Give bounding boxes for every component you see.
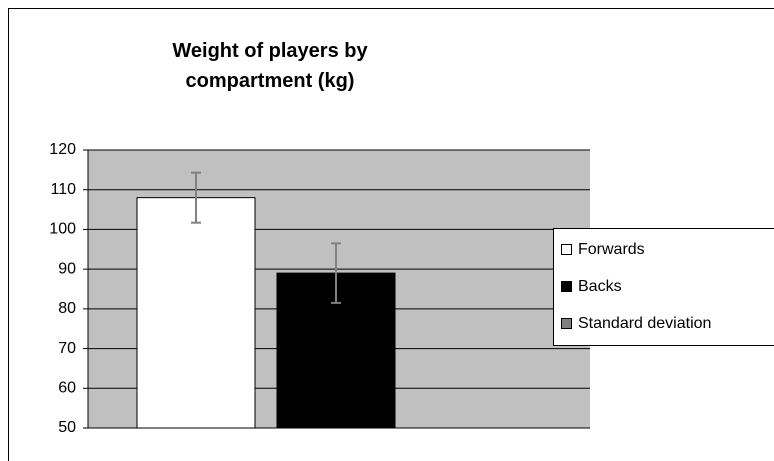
error-bar <box>331 242 341 304</box>
legend-label: Backs <box>578 278 622 295</box>
error-bar <box>191 171 201 224</box>
y-tick-label: 80 <box>58 300 76 317</box>
bar <box>136 197 256 429</box>
chart-title: Weight of players by compartment (kg) <box>172 40 368 92</box>
legend-label: Standard deviation <box>578 315 711 332</box>
y-tick-label: 70 <box>58 340 76 357</box>
legend-swatch <box>561 244 572 255</box>
y-tick-label: 90 <box>58 260 76 277</box>
legend-swatch <box>561 281 572 292</box>
y-tick-label: 60 <box>58 380 76 397</box>
legend-box <box>553 228 774 346</box>
y-tick-label: 50 <box>58 419 76 436</box>
legend-label: Forwards <box>578 241 645 258</box>
y-tick-label: 110 <box>50 181 76 198</box>
y-tick-label: 100 <box>49 221 76 238</box>
legend-swatch <box>561 318 572 329</box>
y-tick-label: 120 <box>49 141 76 158</box>
